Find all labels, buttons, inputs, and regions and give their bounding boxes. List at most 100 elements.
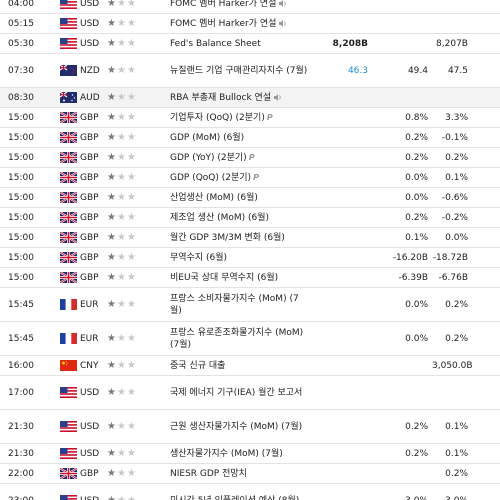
event-name-cell[interactable]: 비EU국 상대 무역수지 (6월) <box>170 272 312 284</box>
event-name-cell[interactable]: GDP (MoM) (6월) <box>170 132 312 144</box>
event-row[interactable]: 05:30 USD ★ ★ ★ Fed's Balance Sheet 8,208B 8,20… <box>0 34 500 54</box>
event-row[interactable]: 16:00 CNY ★ ★ ★ 중국 신규 대출 3,050.0B <box>0 356 500 376</box>
event-row[interactable]: 15:00 GBP ★ ★ ★ 월간 GDP 3M/3M 변화 (6월) 0.1% 0.0% <box>0 228 500 248</box>
event-name-cell[interactable]: FOMC 멤버 Harker가 연설 <box>170 0 312 10</box>
star-icon: ★ <box>107 231 116 243</box>
importance-rating: ★ ★ ★ <box>107 231 170 243</box>
event-name-cell[interactable]: RBA 부총재 Bullock 연설 <box>170 92 312 104</box>
event-row[interactable]: 15:00 GBP ★ ★ ★ GDP (YoY) (2분기) P 0.2% 0.2% <box>0 148 500 168</box>
event-name-cell[interactable]: 무역수지 (6월) <box>170 252 312 264</box>
previous-value: 0.1% <box>445 448 468 459</box>
event-name[interactable]: FOMC 멤버 Harker가 연설 <box>170 18 277 29</box>
star-icon: ★ <box>107 91 116 103</box>
star-icon: ★ <box>107 211 116 223</box>
event-name-cell[interactable]: GDP (YoY) (2분기) P <box>170 152 312 164</box>
event-row[interactable]: 21:30 USD ★ ★ ★ 생산자물가지수 (MoM) (7월) 0.2% 0.1% <box>0 444 500 464</box>
event-name-cell[interactable]: 근원 생산자물가지수 (MoM) (7월) <box>170 421 312 433</box>
event-row[interactable]: 15:00 GBP ★ ★ ★ 비EU국 상대 무역수지 (6월) -6.39B -6.76B <box>0 268 500 288</box>
event-time: 15:00 <box>8 152 34 163</box>
event-name[interactable]: 프랑스 유로존조화물가지수 (MoM) (7월) <box>170 327 304 350</box>
event-row[interactable]: 15:00 GBP ★ ★ ★ GDP (MoM) (6월) 0.2% -0.1% <box>0 128 500 148</box>
event-name[interactable]: 뉴질랜드 기업 구매관리자지수 (7월) <box>170 65 308 76</box>
speech-speaker-icon <box>276 19 287 29</box>
event-name-cell[interactable]: 제조업 생산 (MoM) (6월) <box>170 212 312 224</box>
gb-flag-icon <box>60 152 77 163</box>
event-name-cell[interactable]: 산업생산 (MoM) (6월) <box>170 192 312 204</box>
event-name[interactable]: 제조업 생산 (MoM) (6월) <box>170 212 270 223</box>
event-name-cell[interactable]: 중국 신규 대출 <box>170 360 312 372</box>
event-name[interactable]: Fed's Balance Sheet <box>170 38 261 49</box>
forecast-value: 0.0% <box>405 172 428 183</box>
star-icon: ★ <box>107 386 116 398</box>
star-icon: ★ <box>107 494 116 500</box>
star-icon: ★ <box>116 211 126 223</box>
actual-value: 8,208B <box>332 38 368 49</box>
event-currency: AUD <box>80 92 100 103</box>
event-row[interactable]: 17:00 USD ★ ★ ★ 국제 에너지 기구(IEA) 월간 보고서 <box>0 376 500 410</box>
event-row[interactable]: 15:00 GBP ★ ★ ★ 제조업 생산 (MoM) (6월) 0.2% -0.2% <box>0 208 500 228</box>
event-row[interactable]: 15:45 EUR ★ ★ ★ 프랑스 소비자물가지수 (MoM) (7월) 0.0% 0.2… <box>0 288 500 322</box>
event-name[interactable]: 미시간 5년 인플레이션 예상 (8월) <box>170 496 299 500</box>
importance-rating: ★ ★ ★ <box>107 272 170 283</box>
event-name[interactable]: 기업투자 (QoQ) (2분기) <box>170 112 265 123</box>
importance-rating: ★ ★ ★ <box>107 360 170 371</box>
event-name[interactable]: 프랑스 소비자물가지수 (MoM) (7월) <box>170 293 299 316</box>
event-name-cell[interactable]: 뉴질랜드 기업 구매관리자지수 (7월) <box>170 65 312 77</box>
star-icon: ★ <box>116 467 126 479</box>
event-name[interactable]: NIESR GDP 전망치 <box>170 468 247 479</box>
event-row[interactable]: 15:00 GBP ★ ★ ★ GDP (QoQ) (2분기) P 0.0% 0.1% <box>0 168 500 188</box>
event-name-cell[interactable]: NIESR GDP 전망치 <box>170 468 312 480</box>
event-name[interactable]: 산업생산 (MoM) (6월) <box>170 192 258 203</box>
event-name-cell[interactable]: 월간 GDP 3M/3M 변화 (6월) <box>170 232 312 244</box>
forecast-value: 0.2% <box>405 212 428 223</box>
star-icon: ★ <box>107 191 116 203</box>
event-name[interactable]: RBA 부총재 Bullock 연설 <box>170 92 272 103</box>
event-name-cell[interactable]: Fed's Balance Sheet <box>170 38 312 50</box>
event-currency: GBP <box>80 212 99 223</box>
star-icon: ★ <box>126 0 136 9</box>
event-row[interactable]: 05:15 USD ★ ★ ★ FOMC 멤버 Harker가 연설 <box>0 14 500 34</box>
event-name[interactable]: 생산자물가지수 (MoM) (7월) <box>170 448 283 459</box>
event-name-cell[interactable]: 기업투자 (QoQ) (2분기) P <box>170 112 312 124</box>
event-row[interactable]: 04:00 USD ★ ★ ★ FOMC 멤버 Harker가 연설 <box>0 0 500 14</box>
event-row[interactable]: 15:00 GBP ★ ★ ★ 무역수지 (6월) -16.20B -18.72B <box>0 248 500 268</box>
star-icon: ★ <box>116 251 126 263</box>
event-name[interactable]: 중국 신규 대출 <box>170 360 226 371</box>
event-name[interactable]: GDP (YoY) (2분기) <box>170 152 247 163</box>
event-currency: USD <box>80 18 100 29</box>
importance-rating: ★ ★ ★ <box>107 421 170 432</box>
star-icon: ★ <box>126 494 136 500</box>
event-row[interactable]: 15:45 EUR ★ ★ ★ 프랑스 유로존조화물가지수 (MoM) (7월) 0.0% 0… <box>0 322 500 356</box>
forecast-value: -6.39B <box>398 272 428 283</box>
event-row[interactable]: 07:30 NZD ★ ★ ★ 뉴질랜드 기업 구매관리자지수 (7월) 46.3 49.4 4… <box>0 54 500 88</box>
event-name[interactable]: GDP (MoM) (6월) <box>170 132 245 143</box>
gb-flag-icon <box>60 172 77 183</box>
event-name-cell[interactable]: 프랑스 유로존조화물가지수 (MoM) (7월) <box>170 327 312 351</box>
event-row[interactable]: 08:30 AUD ★ ★ ★ RBA 부총재 Bullock 연설 <box>0 88 500 108</box>
event-currency: GBP <box>80 132 99 143</box>
event-time: 22:00 <box>8 468 34 479</box>
event-name[interactable]: 근원 생산자물가지수 (MoM) (7월) <box>170 421 303 432</box>
importance-rating: ★ ★ ★ <box>107 132 170 143</box>
event-name-cell[interactable]: 프랑스 소비자물가지수 (MoM) (7월) <box>170 293 312 317</box>
event-row[interactable]: 15:00 GBP ★ ★ ★ 기업투자 (QoQ) (2분기) P 0.8% 3.3% <box>0 108 500 128</box>
event-row[interactable]: 15:00 GBP ★ ★ ★ 산업생산 (MoM) (6월) 0.0% -0.6% <box>0 188 500 208</box>
event-row[interactable]: 22:00 GBP ★ ★ ★ NIESR GDP 전망치 0.2% <box>0 464 500 484</box>
event-name-cell[interactable]: FOMC 멤버 Harker가 연설 <box>170 18 312 30</box>
event-name-cell[interactable]: 미시간 5년 인플레이션 예상 (8월) <box>170 495 312 500</box>
event-name[interactable]: 무역수지 (6월) <box>170 252 228 263</box>
event-name[interactable]: 비EU국 상대 무역수지 (6월) <box>170 272 279 283</box>
event-name[interactable]: GDP (QoQ) (2분기) <box>170 172 252 183</box>
event-name[interactable]: 월간 GDP 3M/3M 변화 (6월) <box>170 232 285 243</box>
event-name[interactable]: 국제 에너지 기구(IEA) 월간 보고서 <box>170 387 303 398</box>
star-icon: ★ <box>116 111 126 123</box>
event-name[interactable]: FOMC 멤버 Harker가 연설 <box>170 0 277 9</box>
event-name-cell[interactable]: GDP (QoQ) (2분기) P <box>170 172 312 184</box>
event-name-cell[interactable]: 생산자물가지수 (MoM) (7월) <box>170 448 312 460</box>
event-name-cell[interactable]: 국제 에너지 기구(IEA) 월간 보고서 <box>170 387 312 399</box>
forecast-value: 0.8% <box>405 112 428 123</box>
importance-rating: ★ ★ ★ <box>107 333 170 344</box>
event-row[interactable]: 21:30 USD ★ ★ ★ 근원 생산자물가지수 (MoM) (7월) 0.2% 0.1% <box>0 410 500 444</box>
event-time: 15:00 <box>8 252 34 263</box>
